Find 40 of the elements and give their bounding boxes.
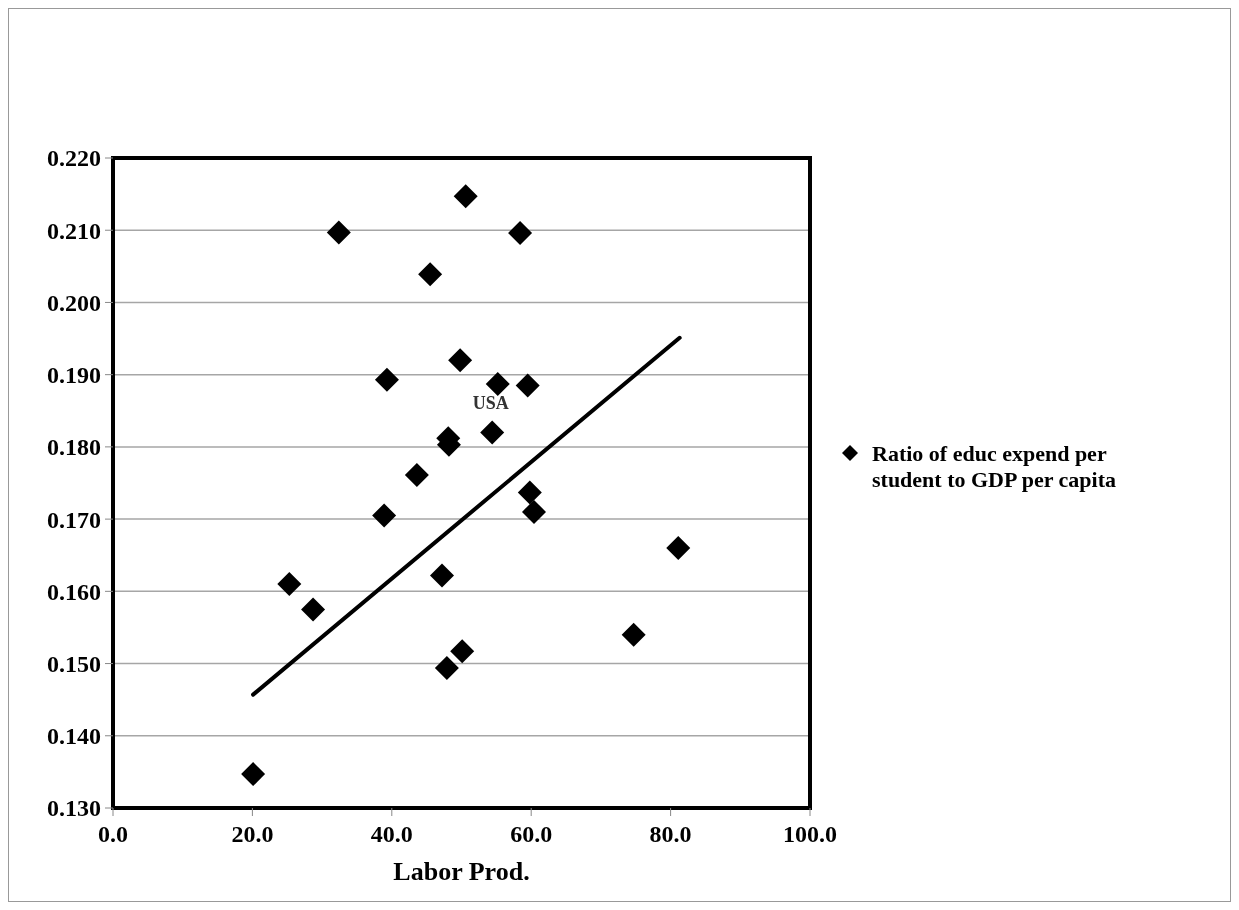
point xyxy=(453,184,478,209)
annotation: USA xyxy=(472,393,509,414)
point xyxy=(301,597,326,622)
point xyxy=(277,572,302,597)
y-tick-label: 0.190 xyxy=(47,362,101,389)
x-tick-label: 20.0 xyxy=(231,821,274,847)
x-axis-title: Labor Prod. xyxy=(393,857,530,886)
x-tick-label: 60.0 xyxy=(510,821,553,847)
point xyxy=(418,262,443,287)
x-tick-label: 0.0 xyxy=(98,821,128,847)
point xyxy=(374,367,399,392)
point xyxy=(517,480,542,505)
point xyxy=(480,420,505,445)
y-tick-label: 0.200 xyxy=(47,289,101,316)
x-tick-label: 80.0 xyxy=(649,821,692,847)
point xyxy=(448,348,473,373)
x-tick-label: 40.0 xyxy=(370,821,413,847)
y-tick-label: 0.180 xyxy=(47,434,101,461)
point xyxy=(621,622,646,647)
point xyxy=(404,463,429,488)
point xyxy=(450,639,475,664)
x-tick-label: 100.0 xyxy=(783,821,837,847)
y-tick-label: 0.140 xyxy=(47,723,101,750)
point xyxy=(508,221,533,246)
y-tick-label: 0.220 xyxy=(47,145,101,172)
point xyxy=(434,655,459,680)
y-tick-label: 0.170 xyxy=(47,506,101,533)
point xyxy=(515,373,540,398)
y-tick-label: 0.130 xyxy=(47,795,101,822)
point xyxy=(429,563,454,588)
point xyxy=(666,536,691,560)
point xyxy=(326,220,351,245)
legend-label: Ratio of educ expend per student to GDP per capita xyxy=(872,440,1117,493)
point xyxy=(485,372,510,397)
point xyxy=(372,503,397,528)
y-tick-label: 0.160 xyxy=(47,578,101,605)
y-tick-label: 0.150 xyxy=(47,650,101,677)
y-tick-label: 0.210 xyxy=(47,217,101,244)
point xyxy=(521,499,546,524)
point xyxy=(241,762,266,787)
